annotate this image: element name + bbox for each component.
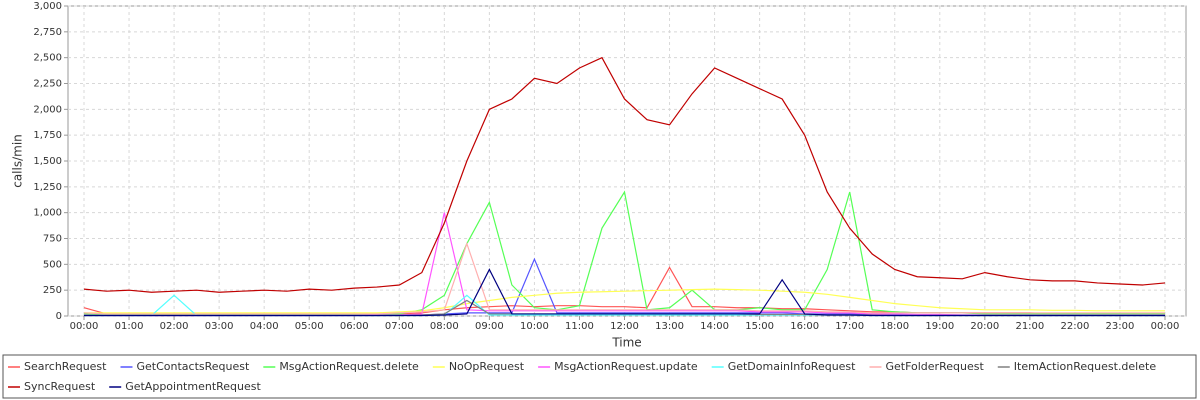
- legend-item: GetAppointmentRequest: [109, 380, 262, 393]
- x-tick-label: 07:00: [385, 321, 414, 332]
- legend: [2, 354, 1197, 399]
- x-tick-label: 09:00: [475, 321, 504, 332]
- x-tick-label: 02:00: [160, 321, 189, 332]
- legend-item: SearchRequest: [8, 360, 107, 373]
- legend-label: GetContactsRequest: [136, 360, 250, 373]
- y-tick-label: 2,500: [33, 53, 62, 64]
- x-tick-label: 18:00: [880, 321, 909, 332]
- x-tick-label: 14:00: [700, 321, 729, 332]
- grid-layer: [68, 5, 1186, 317]
- series-line: [84, 288, 1165, 314]
- x-tick-label: 17:00: [835, 321, 864, 332]
- x-tick-label: 00:00: [1151, 321, 1180, 332]
- x-tick-label: 04:00: [250, 321, 279, 332]
- legend-item: GetContactsRequest: [120, 360, 250, 373]
- x-tick-label: 00:00: [70, 321, 99, 332]
- x-tick-label: 23:00: [1106, 321, 1135, 332]
- series-line: [83, 241, 1165, 315]
- y-axis-title: calls/min: [11, 134, 25, 188]
- legend-item: MsgActionRequest.update: [538, 360, 698, 373]
- legend-item: SyncRequest: [8, 380, 96, 393]
- y-tick-label: 1,500: [33, 156, 62, 167]
- y-tick-label: 250: [43, 285, 62, 296]
- y-tick-label: 0: [56, 311, 62, 322]
- y-tick-label: 1,250: [33, 182, 62, 193]
- x-axis-title: Time: [611, 336, 641, 350]
- x-tick-label: 06:00: [340, 321, 369, 332]
- x-tick-label: 10:00: [520, 321, 549, 332]
- series-line: [83, 56, 1166, 293]
- x-tick-label: 08:00: [430, 321, 459, 332]
- legend-label: GetFolderRequest: [885, 360, 984, 373]
- legend-label: GetDomainInfoRequest: [728, 360, 856, 373]
- legend-label: GetAppointmentRequest: [125, 380, 261, 393]
- legend-item: ItemActionRequest.delete: [997, 360, 1157, 373]
- x-tick-label: 22:00: [1061, 321, 1090, 332]
- legend-label: SearchRequest: [24, 360, 107, 373]
- x-tick-label: 13:00: [655, 321, 684, 332]
- legend-label: MsgActionRequest.update: [554, 360, 698, 373]
- legend-label: MsgActionRequest.delete: [279, 360, 419, 373]
- y-tick-label: 1,000: [33, 208, 62, 219]
- legend-item: GetDomainInfoRequest: [711, 360, 856, 373]
- x-tick-label: 19:00: [925, 321, 954, 332]
- y-tick-label: 1,750: [33, 130, 62, 141]
- legend-label: SyncRequest: [24, 380, 96, 393]
- x-tick-label: 15:00: [745, 321, 774, 332]
- y-tick-label: 500: [43, 259, 62, 270]
- y-tick-label: 3,000: [33, 1, 62, 12]
- y-tick-label: 2,000: [33, 104, 62, 115]
- series-line: [84, 268, 1165, 317]
- legend-item: MsgActionRequest.delete: [263, 360, 419, 373]
- x-tick-label: 03:00: [205, 321, 234, 332]
- y-tick-label: 750: [43, 234, 62, 245]
- x-tick-label: 11:00: [565, 321, 594, 332]
- x-tick-label: 16:00: [790, 321, 819, 332]
- x-tick-label: 21:00: [1015, 321, 1044, 332]
- legend-label: ItemActionRequest.delete: [1014, 360, 1157, 373]
- x-tick-label: 05:00: [295, 321, 324, 332]
- legend-label: NoOpRequest: [449, 360, 525, 373]
- x-tick-label: 20:00: [970, 321, 999, 332]
- x-tick-label: 01:00: [115, 321, 144, 332]
- legend-item: GetFolderRequest: [869, 360, 984, 373]
- y-tick-label: 2,250: [33, 79, 62, 90]
- x-tick-label: 12:00: [610, 321, 639, 332]
- legend-item: NoOpRequest: [432, 360, 525, 373]
- y-tick-label: 2,750: [33, 27, 62, 38]
